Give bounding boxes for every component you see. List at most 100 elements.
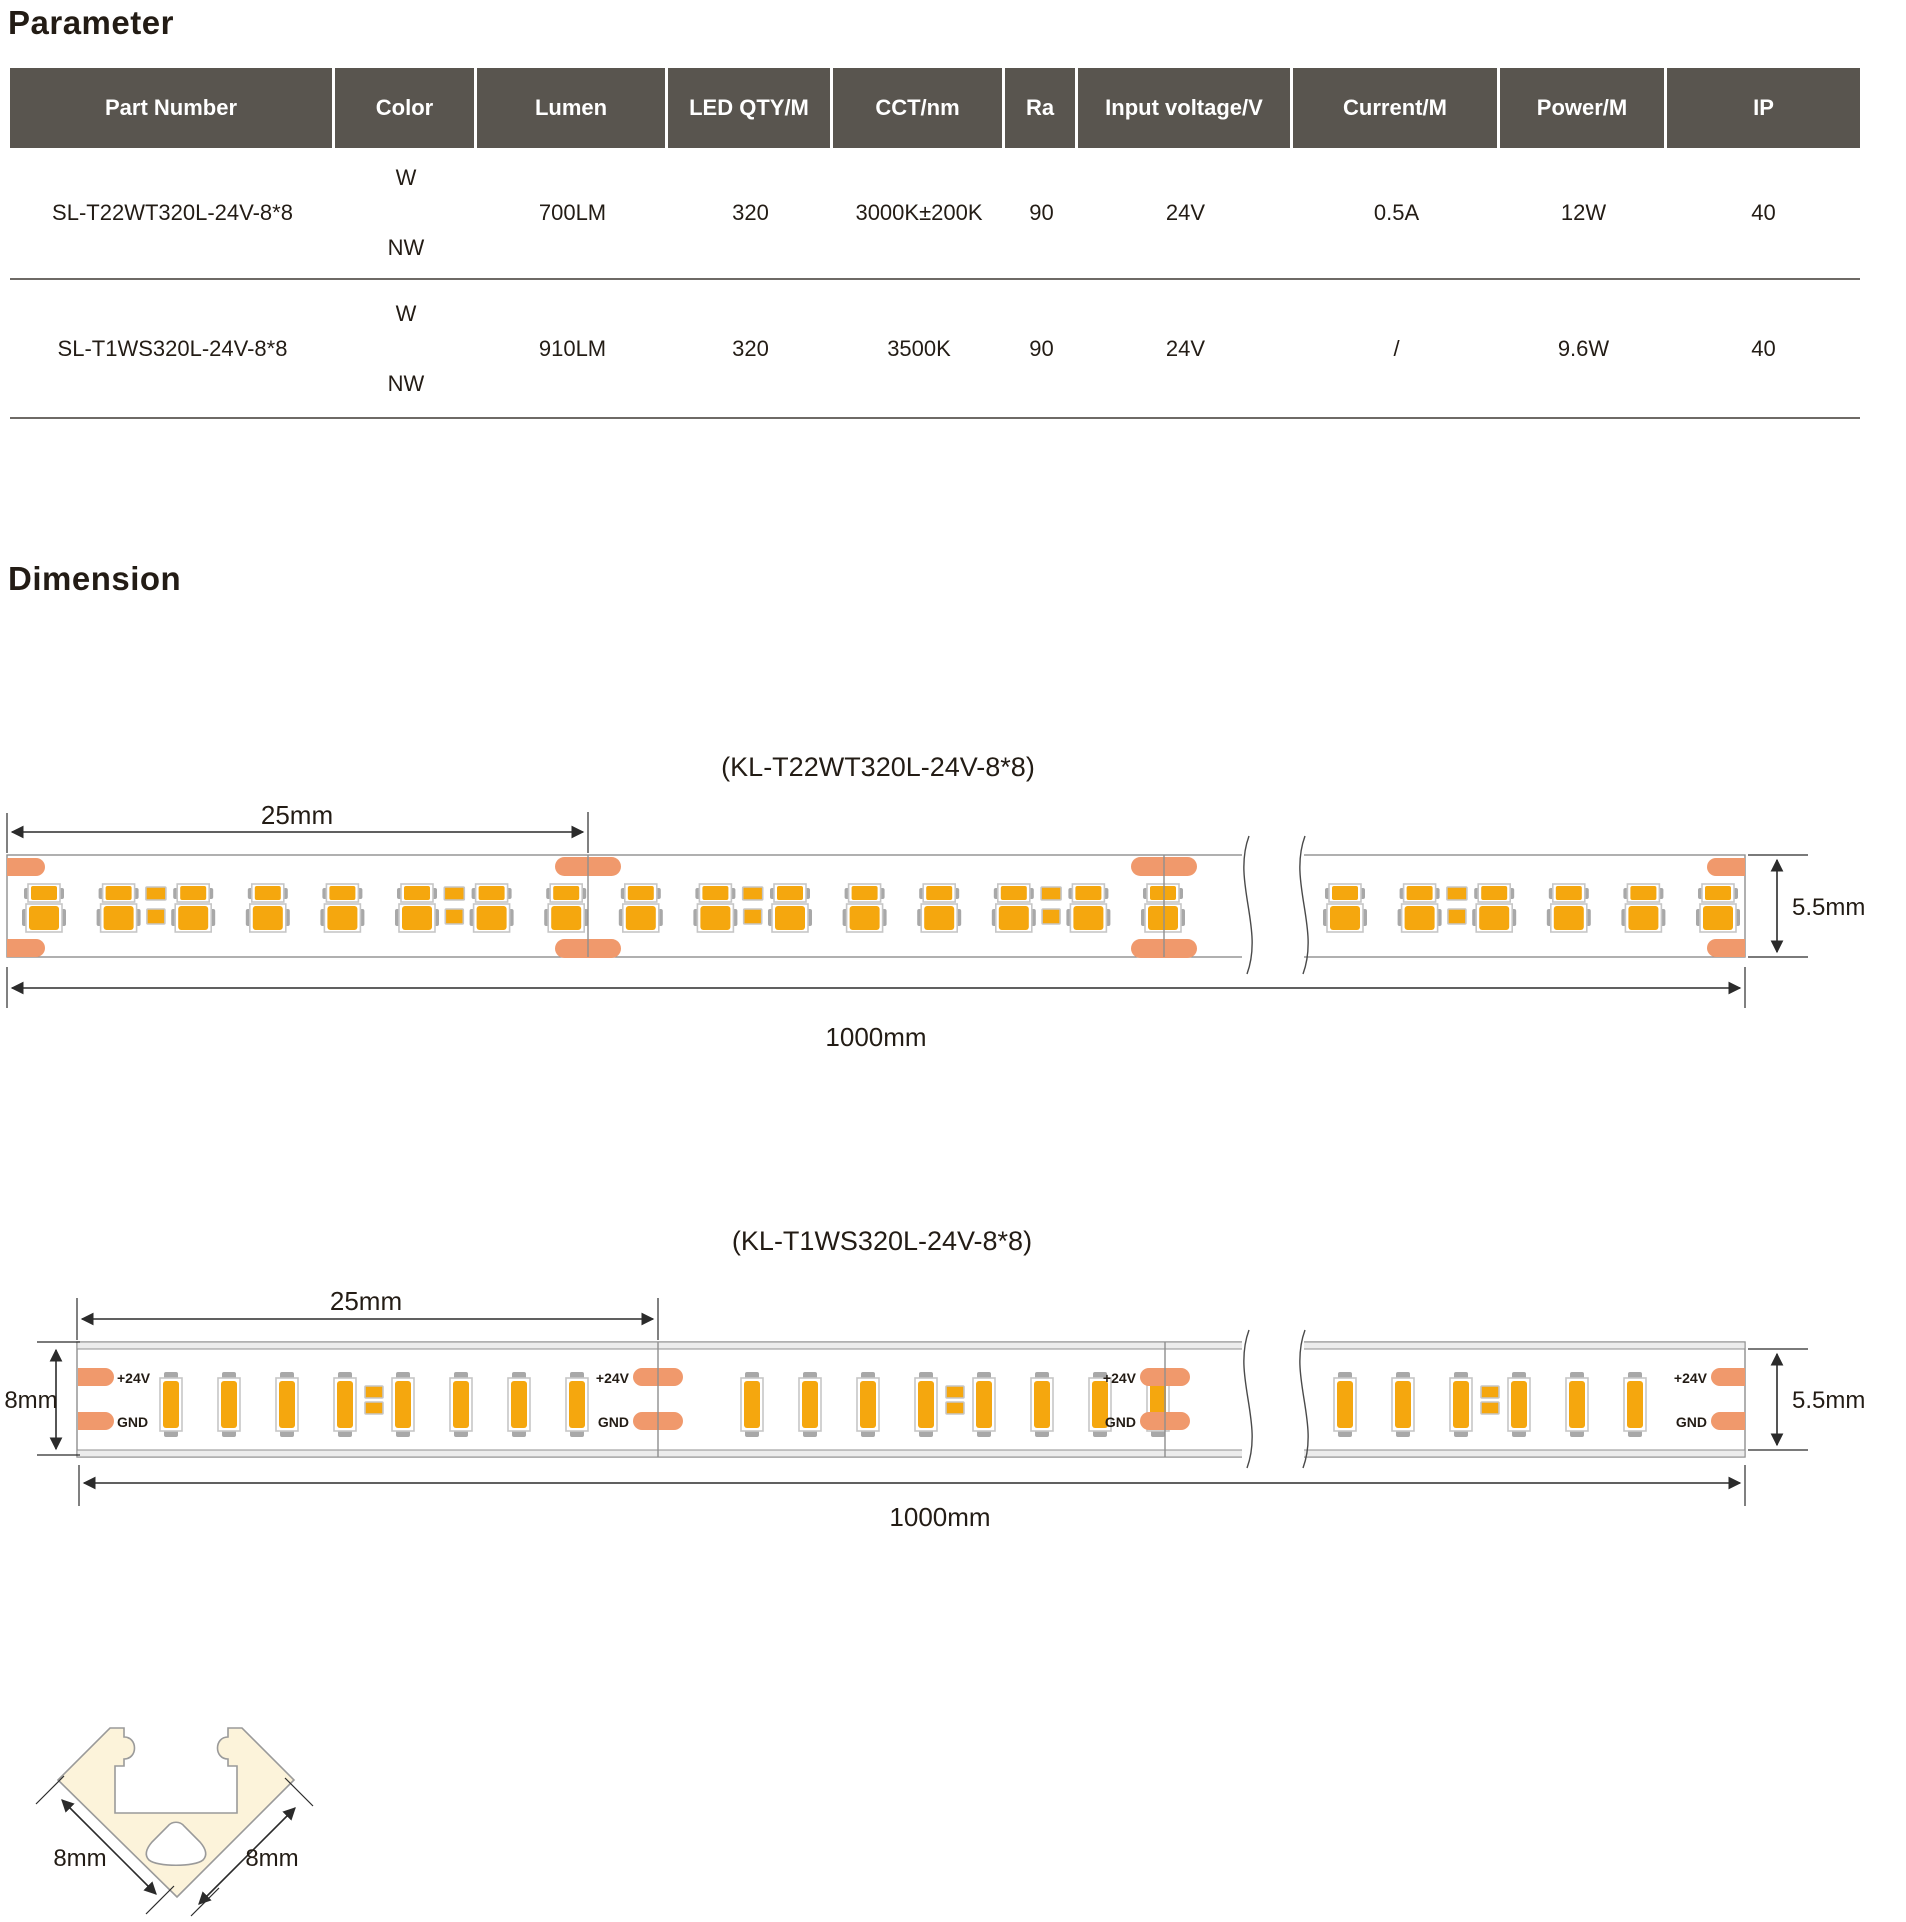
strip-bottom-rail <box>76 1449 1746 1458</box>
cell-cct: 3500K <box>887 335 951 361</box>
component-pad <box>145 886 167 901</box>
led-chip <box>918 1381 934 1428</box>
led-chip <box>926 886 953 900</box>
led-chip <box>802 1381 818 1428</box>
cell-ra: 90 <box>1029 335 1054 361</box>
led-chip <box>329 886 356 900</box>
led-chip <box>476 906 507 930</box>
led-chip <box>404 886 430 900</box>
dim-label-8mm-right: 8mm <box>245 1845 298 1872</box>
led-chip <box>31 886 57 900</box>
led-chip <box>1330 906 1360 930</box>
led-chip <box>627 886 654 900</box>
led-chip <box>702 886 729 900</box>
dimension-5-5mm: 5.5mm <box>1748 854 1865 958</box>
dimension-heading: Dimension <box>8 560 182 597</box>
cell-color: W NW <box>335 280 477 417</box>
led-chip <box>998 906 1029 930</box>
led-chip <box>976 1381 992 1428</box>
led-chip <box>1453 1381 1469 1428</box>
led-chip <box>402 906 432 930</box>
col-header-lumen: Lumen <box>477 68 668 148</box>
profile-dimension-right: 8mm <box>190 1777 314 1917</box>
led-chip <box>478 886 505 900</box>
led-chip <box>279 1381 295 1428</box>
diagram2-title: (KL-T1WS320L-24V-8*8) <box>731 1226 1033 1256</box>
led-array <box>22 883 1740 933</box>
dim-label-8mm: 8mm <box>4 1387 57 1414</box>
led-chip <box>29 906 59 930</box>
pad-label-gnd: GND <box>598 1414 629 1430</box>
dimension-1000mm: 1000mm <box>78 1465 1746 1532</box>
dim-label-5-5mm: 5.5mm <box>1792 1387 1865 1414</box>
led-chip <box>1034 1381 1050 1428</box>
component-pad <box>364 1401 384 1415</box>
col-header-power: Power/M <box>1500 68 1667 148</box>
pad-label-24v: +24V <box>117 1370 151 1386</box>
dim-label-1000mm: 1000mm <box>825 1022 926 1052</box>
led-chip <box>1555 886 1582 900</box>
led-chip <box>254 886 281 900</box>
cell-power: 9.6W <box>1557 335 1610 361</box>
dimension-5-5mm: 5.5mm <box>1748 1348 1865 1451</box>
dim-label-25mm: 25mm <box>261 800 333 830</box>
col-header-cct: CCT/nm <box>833 68 1005 148</box>
led-chip <box>1630 886 1657 900</box>
color-w: W <box>395 165 417 190</box>
led-chip <box>1511 1381 1527 1428</box>
led-chip <box>1395 1381 1411 1428</box>
led-chip <box>1404 906 1435 930</box>
led-chip <box>700 906 731 930</box>
col-header-input-voltage: Input voltage/V <box>1078 68 1293 148</box>
component-pad <box>741 886 764 901</box>
led-chip <box>1569 1381 1585 1428</box>
strip-break <box>1242 1329 1309 1469</box>
cell-power: 12W <box>1560 200 1607 225</box>
led-chip <box>1073 906 1104 930</box>
led-chip <box>337 1381 353 1428</box>
dimension-8mm: 8mm <box>4 1341 80 1456</box>
led-chip <box>777 886 803 900</box>
dim-label-5-5mm: 5.5mm <box>1792 894 1865 921</box>
table-row: SL-T1WS320L-24V-8*8 W NW 910LM 320 3500K… <box>10 280 1860 419</box>
led-chip <box>849 906 880 930</box>
dim-label-8mm-left: 8mm <box>53 1845 106 1872</box>
led-chip <box>511 1381 527 1428</box>
pad-labels: +24V GND +24V GND +24V GND +24V GND <box>117 1370 1708 1430</box>
col-header-ip: IP <box>1667 68 1860 148</box>
component-pad <box>1480 1385 1500 1399</box>
strip-diagram-dual-row: 25mm 5.5mm 1000mm <box>6 800 1865 1052</box>
cell-part-number: SL-T1WS320L-24V-8*8 <box>57 335 288 361</box>
led-chip <box>1627 1381 1643 1428</box>
led-chip <box>327 906 358 930</box>
led-chip <box>851 886 878 900</box>
led-chip <box>1481 886 1508 900</box>
led-chip <box>569 1381 585 1428</box>
strip-break <box>1242 835 1309 975</box>
cell-lumen: 910LM <box>538 335 607 361</box>
col-header-current: Current/M <box>1293 68 1500 148</box>
led-chip <box>103 906 134 930</box>
led-chip <box>180 886 207 900</box>
pad-label-24v: +24V <box>1103 1370 1137 1386</box>
dimension-1000mm: 1000mm <box>6 967 1746 1052</box>
led-chip <box>1000 886 1027 900</box>
dimension-25mm: 25mm <box>6 800 589 853</box>
col-header-color: Color <box>335 68 477 148</box>
led-chip <box>1553 906 1584 930</box>
led-chip <box>105 886 132 900</box>
led-chip <box>1150 886 1176 900</box>
pad-label-gnd: GND <box>1676 1414 1707 1430</box>
dimension-25mm: 25mm <box>76 1286 659 1340</box>
col-header-ra: Ra <box>1005 68 1078 148</box>
diagram1-title: (KL-T22WT320L-24V-8*8) <box>721 752 1035 782</box>
color-w: W <box>395 300 417 326</box>
cell-part-number: SL-T22WT320L-24V-8*8 <box>52 200 293 225</box>
cell-ip: 40 <box>1751 200 1776 225</box>
cell-cct: 3000K±200K <box>855 200 983 225</box>
led-chip <box>1628 906 1659 930</box>
component-pad <box>146 908 166 925</box>
cell-led-qty: 320 <box>732 335 769 361</box>
parameter-table: Part Number Color Lumen LED QTY/M CCT/nm… <box>10 68 1860 419</box>
col-header-part-number: Part Number <box>10 68 335 148</box>
